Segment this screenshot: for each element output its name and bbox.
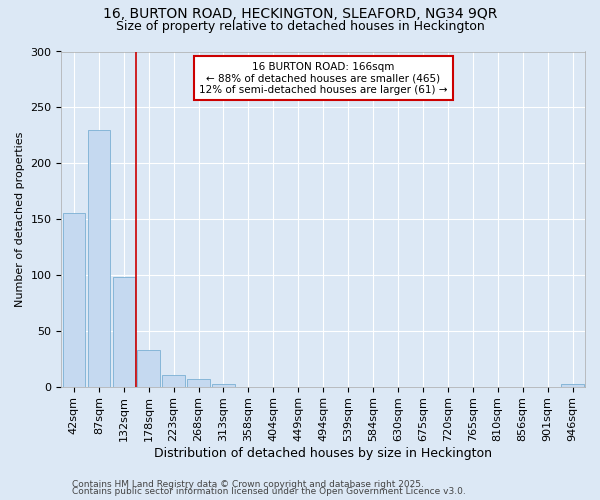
Bar <box>212 384 235 386</box>
Text: Size of property relative to detached houses in Heckington: Size of property relative to detached ho… <box>116 20 484 33</box>
Bar <box>562 384 584 386</box>
Bar <box>62 214 85 386</box>
Bar <box>88 130 110 386</box>
Bar <box>163 376 185 386</box>
Y-axis label: Number of detached properties: Number of detached properties <box>15 132 25 306</box>
Text: Contains HM Land Registry data © Crown copyright and database right 2025.: Contains HM Land Registry data © Crown c… <box>72 480 424 489</box>
Text: 16 BURTON ROAD: 166sqm
← 88% of detached houses are smaller (465)
12% of semi-de: 16 BURTON ROAD: 166sqm ← 88% of detached… <box>199 62 448 95</box>
Bar <box>137 350 160 387</box>
Bar <box>187 379 210 386</box>
Text: Contains public sector information licensed under the Open Government Licence v3: Contains public sector information licen… <box>72 488 466 496</box>
Bar <box>113 277 135 386</box>
Text: 16, BURTON ROAD, HECKINGTON, SLEAFORD, NG34 9QR: 16, BURTON ROAD, HECKINGTON, SLEAFORD, N… <box>103 8 497 22</box>
X-axis label: Distribution of detached houses by size in Heckington: Distribution of detached houses by size … <box>154 447 492 460</box>
